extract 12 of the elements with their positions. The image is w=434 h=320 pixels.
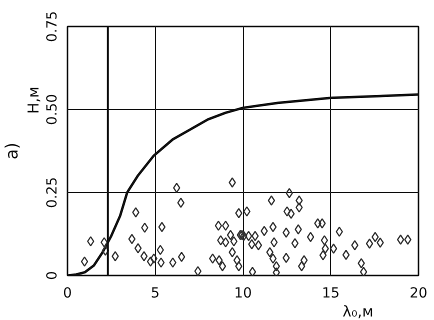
x-tick-label: 0 bbox=[63, 286, 72, 302]
text: а) bbox=[2, 142, 22, 160]
y-axis-title: H,м bbox=[24, 86, 42, 114]
x-tick-label: 5 bbox=[150, 286, 160, 302]
x-tick-label: 20 bbox=[410, 286, 428, 302]
y-tick-label: 0 bbox=[44, 271, 60, 280]
y-tick-label: 0.25 bbox=[44, 176, 60, 208]
x-axis-title: λ₀,м bbox=[342, 302, 374, 320]
y-tick-label: 0.50 bbox=[44, 94, 60, 126]
x-tick-label: 15 bbox=[322, 286, 340, 302]
y-tick-label: 0.75 bbox=[44, 10, 60, 42]
x-tick-label: 10 bbox=[234, 286, 252, 302]
